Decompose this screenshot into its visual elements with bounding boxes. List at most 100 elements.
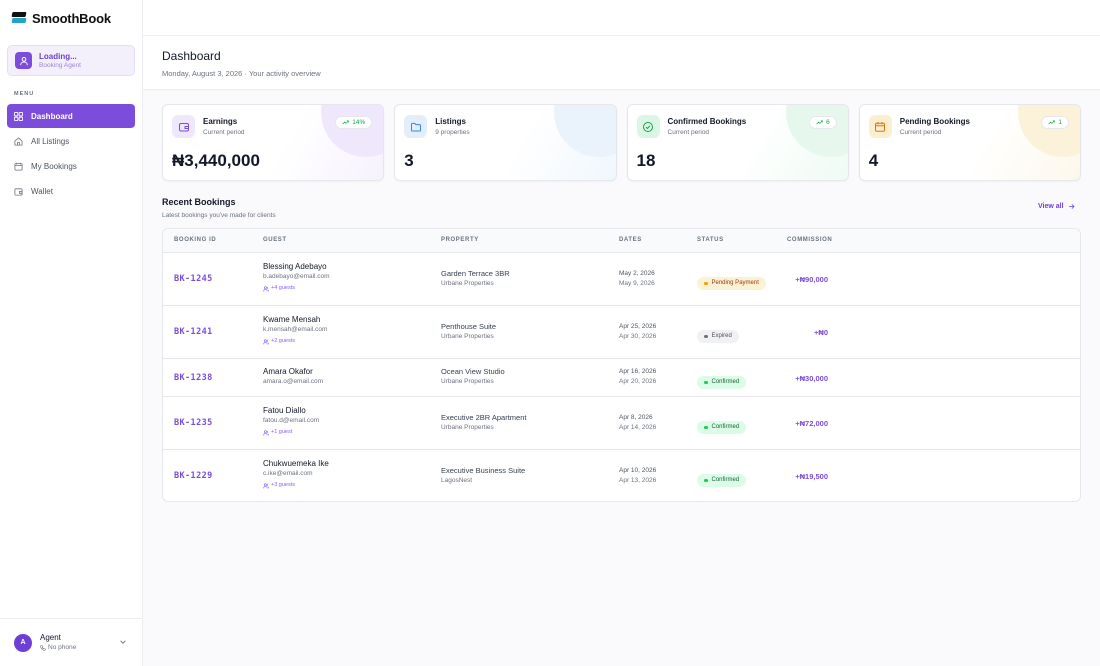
account-menu[interactable]: A Agent No phone (0, 618, 143, 666)
trend-value: 1 (1058, 119, 1062, 126)
sidebar-nav: Dashboard All Listings My Bookings Walle… (7, 104, 135, 204)
guest-name: Amara Okafor (263, 367, 313, 376)
brand-name: SmoothBook (32, 10, 111, 26)
brand-logo[interactable]: SmoothBook (0, 0, 142, 36)
card-decoration (1018, 105, 1080, 157)
stat-card-pending-bookings[interactable]: Pending Bookings Current period 4 1 (858, 104, 1081, 181)
status-cell: Confirmed (697, 371, 747, 389)
guest-count-text: +1 guest (271, 429, 293, 435)
view-all-label: View all (1038, 203, 1064, 210)
status-dot (704, 281, 708, 285)
user-card[interactable]: Loading... Booking Agent (7, 45, 135, 76)
property-org: Urbane Properties (441, 280, 494, 287)
stat-title: Pending Bookings (899, 117, 970, 126)
status-dot (704, 380, 708, 384)
stat-card-listings[interactable]: Listings 9 properties 3 (394, 104, 617, 181)
sidebar-item-label: My Bookings (31, 161, 77, 171)
logo-icon (12, 12, 26, 24)
dates-cell: Apr 10, 2026 Apr 13, 2026 (619, 466, 656, 486)
property-cell: Executive Business Suite LagosNest (441, 466, 525, 486)
table-row[interactable]: BK-1245 Blessing Adebayo b.adebayo@email… (163, 253, 1080, 306)
commission-value: +₦0 (814, 328, 828, 337)
stat-value: 4 (868, 151, 879, 170)
section-title: Recent Bookings (162, 197, 236, 207)
sidebar: SmoothBook Loading... Booking Agent MENU… (0, 0, 143, 666)
property-name: Ocean View Studio (441, 367, 505, 376)
status-badge: Confirmed (697, 473, 747, 487)
sidebar-item-dashboard[interactable]: Dashboard (7, 104, 135, 128)
sidebar-item-wallet[interactable]: Wallet (7, 179, 135, 203)
stat-subtitle: 9 properties (435, 129, 470, 136)
user-role: Booking Agent (39, 61, 81, 69)
trend-up-icon (1048, 120, 1056, 125)
grid-icon (14, 111, 23, 121)
card-decoration (785, 105, 848, 157)
column-header: COMMISSION (787, 237, 833, 243)
guest-count: +3 guests (263, 480, 329, 491)
status-badge: Confirmed (697, 420, 747, 434)
sidebar-item-label: All Listings (31, 136, 70, 146)
property-name: Executive Business Suite (441, 466, 526, 475)
guest-count: +2 guests (263, 336, 327, 347)
commission-value: +₦30,000 (795, 374, 828, 383)
property-cell: Penthouse Suite Urbane Properties (441, 322, 496, 342)
sidebar-item-my-bookings[interactable]: My Bookings (7, 154, 135, 178)
status-dot (704, 425, 708, 429)
table-row[interactable]: BK-1229 Chukwuemeka Ike c.ike@email.com … (163, 450, 1080, 501)
wallet-icon (172, 115, 195, 138)
dates-cell: Apr 16, 2026 Apr 20, 2026 (619, 367, 656, 387)
dates-cell: May 2, 2026 May 9, 2026 (619, 269, 655, 289)
guest-name: Fatou Diallo (263, 406, 306, 415)
status-badge: Pending Payment (697, 276, 766, 290)
guest-email: amara.o@email.com (263, 378, 324, 385)
trend-up-icon (342, 120, 349, 125)
guest-name: Blessing Adebayo (263, 262, 327, 271)
booking-id-link[interactable]: BK-1235 (174, 418, 213, 428)
column-header: BOOKING ID (174, 237, 217, 243)
date-from: Apr 16, 2026 (619, 368, 657, 375)
stat-cards: Earnings Current period ₦3,440,000 14% L… (162, 104, 1081, 181)
date-from: May 2, 2026 (619, 270, 655, 277)
guest-name: Chukwuemeka Ike (263, 459, 329, 468)
trend-value: 14% (352, 119, 366, 126)
booking-id-link[interactable]: BK-1241 (174, 327, 213, 337)
stat-card-confirmed-bookings[interactable]: Confirmed Bookings Current period 18 6 (626, 104, 849, 181)
guest-count-text: +2 guests (271, 338, 296, 344)
dates-cell: Apr 25, 2026 Apr 30, 2026 (619, 322, 656, 342)
status-cell: Expired (697, 325, 739, 343)
home-icon (14, 136, 23, 146)
column-header: PROPERTY (441, 237, 479, 243)
users-icon (263, 338, 269, 344)
page-subtitle: Monday, August 3, 2026 · Your activity o… (162, 69, 321, 78)
property-name: Executive 2BR Apartment (441, 413, 527, 422)
table-row[interactable]: BK-1235 Fatou Diallo fatou.d@email.com +… (163, 397, 1080, 450)
guest-email: c.ike@email.com (263, 470, 313, 477)
users-icon (263, 482, 269, 488)
booking-id-link[interactable]: BK-1245 (174, 274, 213, 284)
view-all-link[interactable]: View all (1038, 203, 1075, 210)
guest-cell: Amara Okafor amara.o@email.com (263, 367, 323, 387)
property-org: LagosNest (441, 477, 473, 484)
booking-id-link[interactable]: BK-1229 (174, 471, 213, 481)
trend-badge: 14% (335, 116, 373, 129)
trend-badge: 6 (809, 116, 837, 129)
commission-value: +₦19,500 (795, 472, 828, 481)
stat-card-earnings[interactable]: Earnings Current period ₦3,440,000 14% (162, 104, 385, 181)
status-dot (704, 334, 708, 338)
column-header: GUEST (263, 237, 287, 243)
status-text: Expired (711, 333, 732, 340)
table-row[interactable]: BK-1241 Kwame Mensah k.mensah@email.com … (163, 306, 1080, 359)
chevron-down-icon[interactable] (119, 638, 127, 646)
sidebar-item-all-listings[interactable]: All Listings (7, 129, 135, 153)
avatar: A (14, 633, 32, 652)
column-header: DATES (619, 237, 642, 243)
users-icon (263, 429, 269, 435)
table-row[interactable]: BK-1238 Amara Okafor amara.o@email.com O… (163, 359, 1080, 397)
status-cell: Confirmed (697, 469, 747, 487)
booking-id-link[interactable]: BK-1238 (174, 373, 213, 383)
calendar-icon (868, 115, 892, 138)
stat-subtitle: Current period (899, 129, 942, 136)
status-cell: Confirmed (697, 416, 747, 434)
guest-count-text: +4 guests (271, 285, 296, 291)
stat-subtitle: Current period (667, 129, 710, 136)
